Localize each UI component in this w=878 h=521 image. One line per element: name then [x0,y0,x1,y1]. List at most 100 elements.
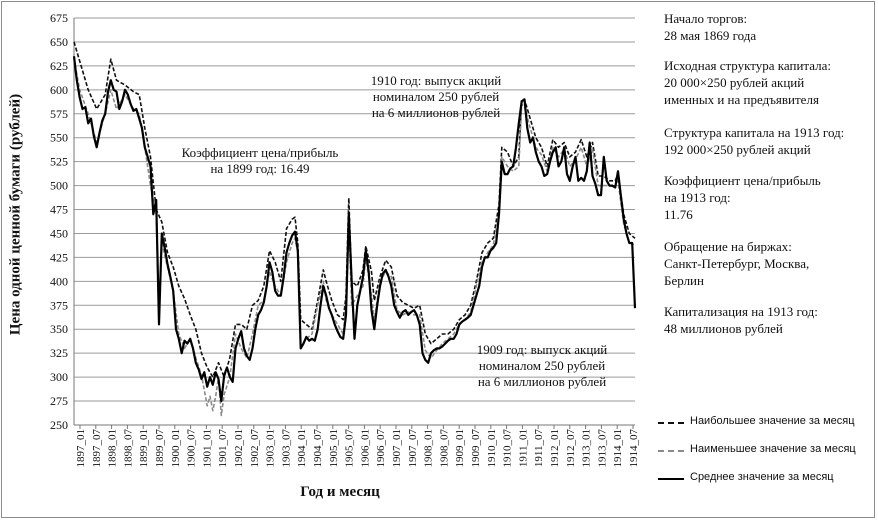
annotation-1910: 1910 год: выпуск акций номиналом 250 руб… [356,73,516,121]
x-tick-label: 1898_07 [122,429,134,468]
legend-swatch-min [658,450,684,452]
info-exchanges: Обращение на биржах: Санкт-Петербург, Мо… [664,238,869,289]
x-tick-label: 1907_01 [391,429,403,468]
x-tick-label: 1899_07 [154,429,166,468]
info-line: Берлин [664,273,704,288]
y-tick-label: 525 [50,155,68,169]
y-tick-label: 625 [50,59,68,73]
info-structure-1913: Структура капитала на 1913 год: 192 000×… [664,124,869,158]
info-line: Обращение на биржах: [664,239,792,254]
x-tick-label: 1898_01 [107,429,119,468]
x-tick-label: 1914_01 [612,429,624,468]
y-tick-label: 250 [50,418,68,432]
info-pe-1913: Коэффициент цена/прибыль на 1913 год: 11… [664,172,869,223]
annotation-line: номиналом 250 рублей [372,89,500,104]
y-tick-label: 550 [50,131,68,145]
info-line: 28 мая 1869 года [664,28,757,43]
annotation-line: 1910 год: выпуск акций [370,73,502,88]
y-tick-label: 325 [50,346,68,360]
x-tick-label: 1904_01 [296,429,308,468]
x-tick-label: 1906_07 [375,429,387,468]
y-tick-label: 475 [50,203,68,217]
info-line: 20 000×250 рублей акций [664,75,805,90]
x-tick-label: 1909_01 [454,429,466,468]
x-tick-labels: 1897_01 1897_07 1898_01 1898_07 1899_01 1899_… [75,428,640,467]
info-line: 192 000×250 рублей акций [664,142,811,157]
x-tick-label: 1913_07 [596,429,608,468]
x-tick-label: 1902_07 [249,429,261,468]
x-tick-label: 1900_01 [170,429,182,468]
x-tick-label: 1903_07 [280,429,292,468]
info-line: Структура капитала на 1913 год: [664,125,845,140]
x-tick-label: 1904_07 [312,429,324,468]
x-tick-label: 1901_07 [217,429,229,468]
x-tick-label: 1913_01 [581,429,593,468]
info-line: Коэффициент цена/прибыль [664,173,821,188]
info-line: Капитализация на 1913 год: [664,304,818,319]
x-tick-label: 1910_01 [486,429,498,468]
legend-swatch-avg [658,478,684,480]
x-tick-label: 1899_01 [138,429,150,468]
x-tick-label: 1901_01 [201,429,213,468]
info-line: именных и на предъявителя [664,92,819,107]
axes [73,18,635,429]
info-trading-start: Начало торгов: 28 мая 1869 года [664,10,869,44]
x-tick-label: 1900_07 [186,429,198,468]
x-tick-label: 1905_07 [344,429,356,468]
x-tick-label: 1910_07 [502,428,514,467]
y-tick-label: 575 [50,107,68,121]
legend-label: Среднее значение за месяц [690,471,834,483]
info-initial-structure: Исходная структура капитала: 20 000×250 … [664,57,869,108]
y-tick-label: 450 [50,226,68,240]
x-tick-label: 1911_07 [533,429,545,468]
legend-label: Наибольшее значение за месяц [690,415,855,427]
legend-swatch-max [658,422,684,424]
series-lines [72,41,637,417]
y-tick-label: 300 [50,370,68,384]
series-line-2 [72,56,637,403]
x-tick-label: 1903_01 [265,429,277,468]
y-tick-label: 275 [50,394,68,408]
y-tick-label: 675 [50,11,68,25]
x-tick-label: 1909_07 [470,429,482,468]
series-line-0 [73,41,636,378]
x-axis-label: Год и месяц [300,484,380,500]
x-tick-label: 1912_07 [565,429,577,468]
gridlines [74,17,635,402]
annotation-line: Коэффициент цена/прибыль [181,145,339,160]
info-line: на 1913 год: [664,190,731,205]
annotation-line: на 6 миллионов рублей [477,374,607,389]
y-tick-label: 650 [50,35,68,49]
y-tick-label: 500 [50,179,68,193]
annotation-1909: 1909 год: выпуск акций номиналом 250 руб… [462,342,622,390]
x-tick-label: 1906_01 [359,429,371,468]
annotation-line: номиналом 250 рублей [478,358,606,373]
x-tick-label: 1902_01 [233,429,245,468]
info-line: 11.76 [664,207,693,222]
annotation-1899: Коэффициент цена/прибыль на 1899 год: 16… [170,145,350,177]
x-tick-label: 1908_01 [423,429,435,468]
x-tick-label: 1907_07 [407,429,419,468]
y-tick-label: 375 [50,298,68,312]
x-tick-label: 1897_01 [75,429,87,468]
info-line: 48 миллионов рублей [664,321,783,336]
annotation-line: 1909 год: выпуск акций [476,342,608,357]
x-tick-label: 1911_01 [517,429,529,467]
y-tick-label: 400 [50,274,68,288]
x-tick-label: 1914_07 [628,429,640,468]
info-capitalization: Капитализация на 1913 год: 48 миллионов … [664,303,869,337]
annotation-line: на 1899 год: 16.49 [210,161,310,176]
y-tick-label: 350 [50,322,68,336]
legend-label: Наименьшее значение за месяц [690,443,856,455]
x-tick-label: 1897_07 [91,429,103,468]
info-line: Санкт-Петербург, Москва, [664,256,810,271]
info-line: Начало торгов: [664,11,748,26]
y-tick-label: 600 [50,83,68,97]
info-line: Исходная структура капитала: [664,58,832,73]
y-tick-labels: 250 275 300 325 350 375 400 425 450 475 500 525 550 5… [50,11,68,432]
y-tick-label: 425 [50,250,68,264]
y-axis-label: Цена одной ценной бумаги (рублей) [7,93,24,336]
annotation-line: на 6 миллионов рублей [371,105,501,120]
